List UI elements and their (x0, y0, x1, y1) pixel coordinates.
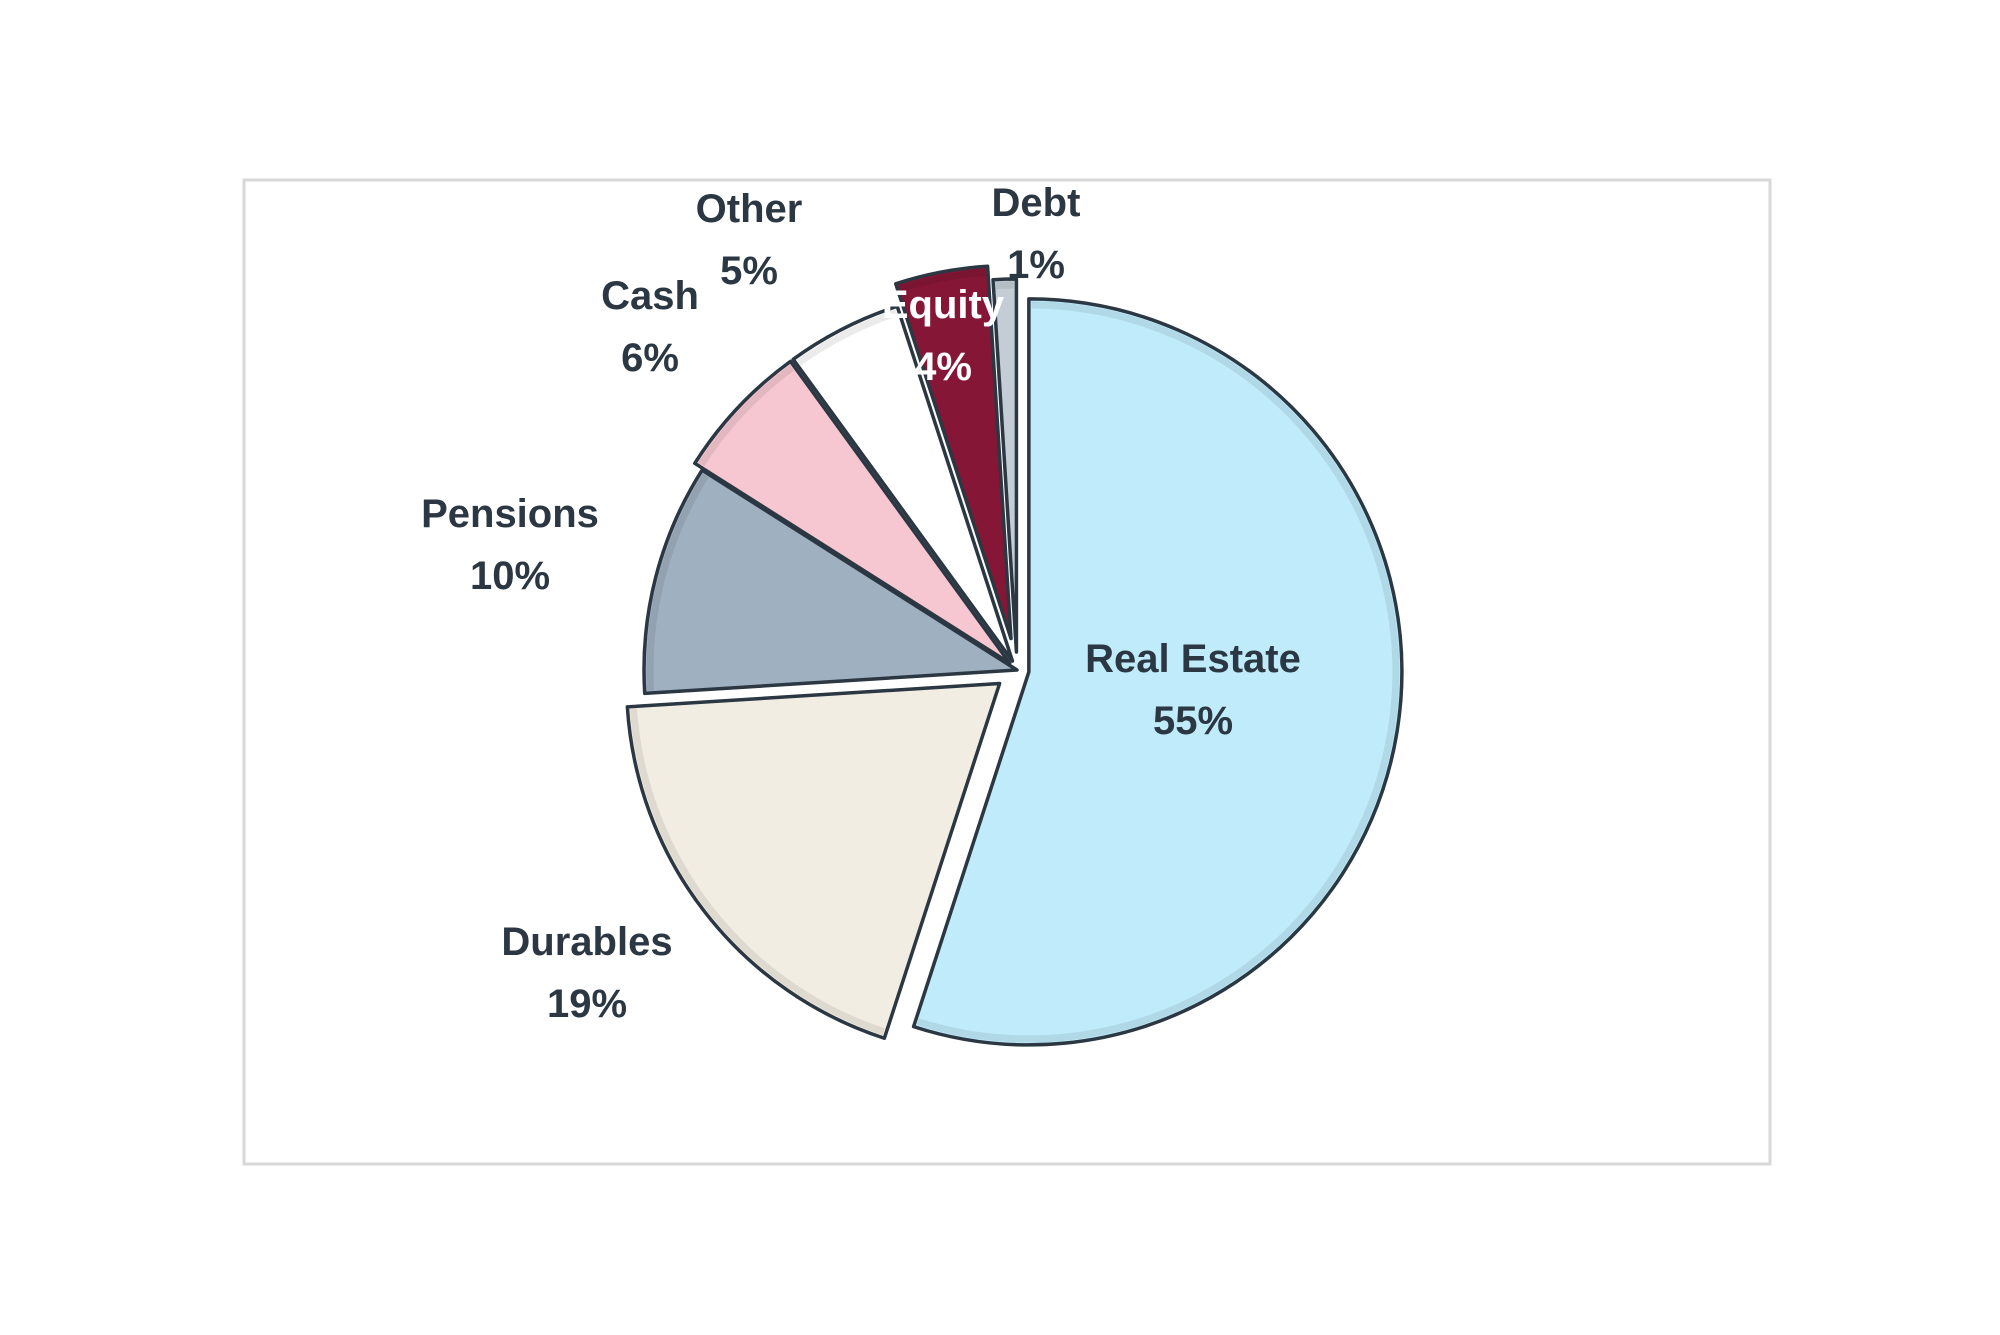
slice-label-other: Other (696, 187, 803, 231)
slice-label-debt: Debt (992, 181, 1081, 225)
slice-shade-durables (630, 708, 885, 1036)
slice-pensions (642, 468, 1019, 696)
slice-label-equity: Equity (882, 283, 1005, 327)
slice-debt (991, 277, 1019, 654)
slice-value-equity: 4% (914, 345, 972, 389)
slice-equity (893, 264, 1013, 641)
slice-real-estate (911, 297, 1404, 1047)
slice-shade-other (796, 309, 898, 366)
slice-value-pensions: 10% (470, 554, 550, 598)
slice-value-real-estate: 55% (1153, 699, 1233, 743)
slice-value-durables: 19% (547, 982, 627, 1026)
pie-slices (625, 264, 1404, 1047)
slice-shade-equity (898, 268, 986, 293)
slice-shade-pensions (646, 473, 709, 691)
slice-other (791, 304, 1015, 663)
slice-label-pensions: Pensions (421, 492, 599, 536)
slice-shade-cash (698, 364, 795, 467)
slice-label-durables: Durables (501, 920, 672, 964)
pie-labels: Real Estate 55% Durables 19% Pensions 10% Cash… (421, 181, 1301, 1026)
slice-label-cash: Cash (601, 274, 699, 318)
slice-cash (693, 359, 1012, 665)
slice-label-real-estate: Real Estate (1085, 637, 1301, 681)
slice-value-other: 5% (720, 249, 778, 293)
slice-shade-debt (995, 281, 1014, 290)
slice-value-cash: 6% (621, 336, 679, 380)
slice-shade-real-estate (916, 301, 1400, 1043)
slice-durables (625, 681, 1002, 1040)
slice-value-debt: 1% (1007, 243, 1065, 287)
